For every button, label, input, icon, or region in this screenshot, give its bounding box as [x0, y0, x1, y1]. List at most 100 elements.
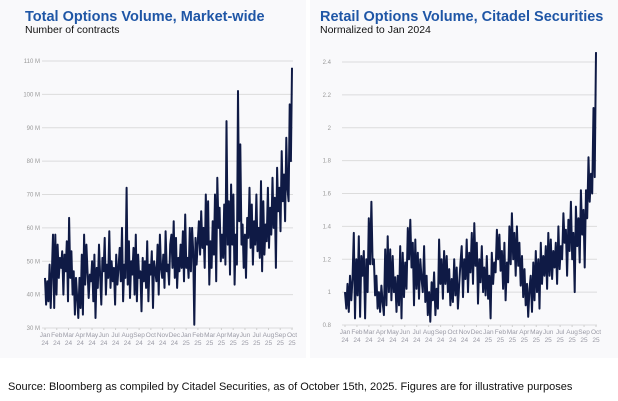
- retail-options-x-tick-month: Feb: [351, 329, 363, 336]
- retail-options-x-tick-year: 24: [401, 337, 409, 344]
- total-options-x-tick-year: 25: [218, 340, 226, 347]
- retail-options-y-tick-label: 0.8: [323, 323, 332, 329]
- retail-options-y-tick-label: 1.4: [323, 224, 332, 230]
- total-options-x-tick-month: Jun: [240, 332, 251, 339]
- retail-options-x-tick-year: 25: [557, 337, 565, 344]
- retail-options-x-tick-year: 25: [521, 337, 529, 344]
- total-options-x-tick-month: Sep: [274, 332, 286, 339]
- retail-options-x-tick-month: Oct: [591, 329, 601, 336]
- retail-options-x-tick-month: Dec: [471, 329, 483, 336]
- retail-options-x-tick-year: 25: [568, 337, 576, 344]
- retail-options-x-tick-month: Jul: [413, 329, 422, 336]
- retail-options-x-tick-month: Apr: [376, 329, 387, 336]
- total-options-x-tick-month: Mar: [204, 332, 216, 339]
- total-options-x-tick-year: 24: [100, 340, 108, 347]
- total-options-y-tick-label: 80 M: [27, 159, 40, 165]
- total-options-x-tick-year: 25: [277, 340, 285, 347]
- total-options-x-tick-month: Jan: [181, 332, 192, 339]
- retail-options-x-tick-month: Sep: [435, 329, 447, 336]
- total-options-x-tick-year: 24: [77, 340, 85, 347]
- retail-options-x-tick-month: May: [530, 329, 543, 336]
- retail-options-x-tick-month: Jun: [400, 329, 411, 336]
- retail-options-x-tick-year: 25: [545, 337, 553, 344]
- retail-options-x-tick-month: Jan: [483, 329, 494, 336]
- chart-subtitle-total-options: Number of contracts: [25, 24, 120, 36]
- retail-options-y-tick-label: 1.2: [323, 257, 332, 263]
- total-options-x-tick-month: Dec: [169, 332, 181, 339]
- total-options-x-tick-month: Jul: [253, 332, 262, 339]
- total-options-x-tick-year: 24: [124, 340, 132, 347]
- total-options-x-tick-year: 25: [183, 340, 191, 347]
- retail-options-x-tick-month: Nov: [459, 329, 471, 336]
- retail-options-x-tick-month: Sep: [578, 329, 590, 336]
- total-options-y-tick-label: 40 M: [27, 293, 40, 299]
- retail-options-y-tick-label: 1.6: [323, 192, 332, 198]
- total-options-y-tick-label: 90 M: [27, 126, 40, 132]
- total-options-x-tick-month: May: [227, 332, 240, 339]
- total-options-y-tick-label: 60 M: [27, 226, 40, 232]
- total-options-x-tick-month: Jan: [40, 332, 51, 339]
- retail-options-x-tick-month: Jan: [340, 329, 351, 336]
- total-options-y-tick-label: 100 M: [23, 92, 40, 98]
- chart-title-total-options: Total Options Volume, Market-wide: [25, 9, 265, 25]
- retail-options-x-tick-month: Apr: [519, 329, 530, 336]
- total-options-y-tick-label: 30 M: [27, 326, 40, 332]
- retail-options-x-tick-month: Feb: [495, 329, 507, 336]
- retail-options-x-tick-year: 24: [449, 337, 457, 344]
- total-options-x-tick-month: Mar: [63, 332, 75, 339]
- total-options-x-tick-month: Sep: [133, 332, 145, 339]
- retail-options-series-line: [344, 52, 597, 323]
- retail-options-y-tick-label: 2: [328, 126, 332, 132]
- total-options-x-tick-year: 25: [230, 340, 238, 347]
- retail-options-x-tick-month: Aug: [423, 329, 435, 336]
- total-options-y-tick-label: 50 M: [27, 259, 40, 265]
- retail-options-x-tick-year: 25: [485, 337, 493, 344]
- total-options-y-tick-label: 70 M: [27, 193, 40, 199]
- total-options-x-tick-year: 24: [65, 340, 73, 347]
- total-options-x-tick-month: Aug: [122, 332, 134, 339]
- total-options-x-tick-month: Feb: [51, 332, 63, 339]
- retail-options-x-tick-month: Oct: [448, 329, 458, 336]
- total-options-x-tick-year: 24: [147, 340, 155, 347]
- total-options-x-tick-year: 24: [112, 340, 120, 347]
- retail-options-x-tick-year: 24: [437, 337, 445, 344]
- retail-options-x-tick-month: Mar: [363, 329, 375, 336]
- total-options-series-line: [44, 67, 293, 326]
- retail-options-x-tick-year: 25: [533, 337, 541, 344]
- retail-options-x-tick-month: Jun: [543, 329, 554, 336]
- retail-options-x-tick-year: 24: [353, 337, 361, 344]
- total-options-x-tick-year: 25: [194, 340, 202, 347]
- total-options-x-tick-month: Oct: [146, 332, 156, 339]
- total-options-x-tick-year: 24: [159, 340, 167, 347]
- total-options-y-tick-label: 110 M: [24, 59, 40, 65]
- total-options-x-tick-year: 24: [41, 340, 49, 347]
- total-options-x-tick-year: 25: [265, 340, 273, 347]
- total-options-x-tick-year: 24: [171, 340, 179, 347]
- retail-options-x-tick-year: 25: [592, 337, 600, 344]
- total-options-x-tick-month: Apr: [75, 332, 86, 339]
- total-options-x-tick-year: 25: [288, 340, 296, 347]
- retail-options-x-tick-year: 24: [341, 337, 349, 344]
- retail-options-x-tick-month: Aug: [566, 329, 578, 336]
- retail-options-y-tick-label: 1.8: [323, 159, 332, 165]
- retail-options-x-tick-year: 24: [473, 337, 481, 344]
- total-options-x-tick-year: 25: [253, 340, 261, 347]
- retail-options-x-tick-year: 25: [580, 337, 588, 344]
- retail-options-x-tick-month: Mar: [507, 329, 519, 336]
- total-options-x-tick-month: Nov: [157, 332, 169, 339]
- retail-options-y-tick-label: 2.2: [323, 93, 332, 99]
- retail-options-x-tick-year: 25: [509, 337, 517, 344]
- retail-options-x-tick-month: May: [387, 329, 400, 336]
- retail-options-x-tick-year: 24: [377, 337, 385, 344]
- total-options-x-tick-year: 24: [53, 340, 61, 347]
- retail-options-y-tick-label: 2.4: [323, 60, 332, 66]
- retail-options-x-tick-year: 24: [425, 337, 433, 344]
- total-options-x-tick-year: 24: [88, 340, 96, 347]
- total-options-x-tick-year: 24: [135, 340, 143, 347]
- chart-title-retail-options: Retail Options Volume, Citadel Securitie…: [320, 9, 604, 25]
- retail-options-x-tick-year: 24: [389, 337, 397, 344]
- retail-options-x-tick-year: 24: [461, 337, 469, 344]
- total-options-x-tick-month: Jul: [111, 332, 120, 339]
- total-options-x-tick-month: Jun: [99, 332, 110, 339]
- total-options-x-tick-month: Oct: [287, 332, 297, 339]
